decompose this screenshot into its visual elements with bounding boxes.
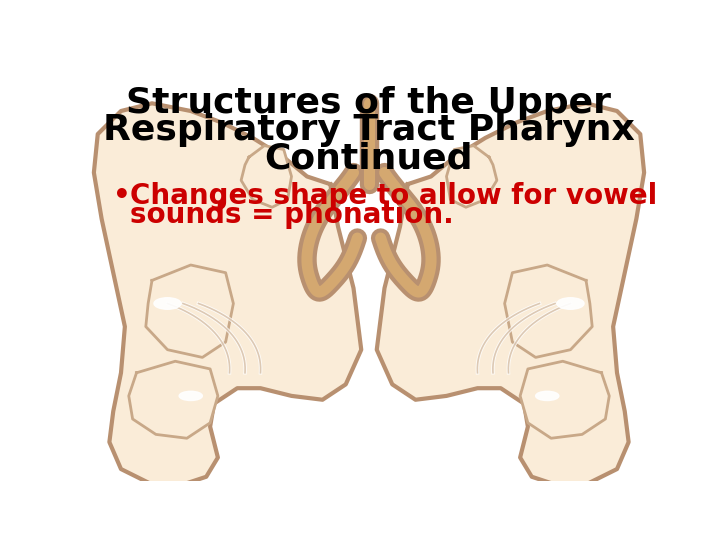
Polygon shape (94, 103, 361, 484)
Ellipse shape (179, 392, 202, 401)
Polygon shape (241, 146, 292, 207)
Polygon shape (145, 265, 233, 357)
Text: Structures of the Upper: Structures of the Upper (127, 86, 611, 120)
Text: Changes shape to allow for vowel: Changes shape to allow for vowel (130, 181, 657, 210)
Ellipse shape (536, 392, 559, 401)
Text: sounds = phonation.: sounds = phonation. (130, 201, 454, 229)
Polygon shape (520, 361, 609, 438)
Text: Respiratory Tract Pharynx: Respiratory Tract Pharynx (103, 113, 635, 147)
Polygon shape (129, 361, 218, 438)
Ellipse shape (557, 298, 584, 309)
Text: Continued: Continued (265, 141, 473, 176)
Polygon shape (446, 146, 497, 207)
Text: •: • (113, 181, 131, 210)
Polygon shape (377, 103, 644, 484)
Polygon shape (505, 265, 593, 357)
Ellipse shape (154, 298, 181, 309)
